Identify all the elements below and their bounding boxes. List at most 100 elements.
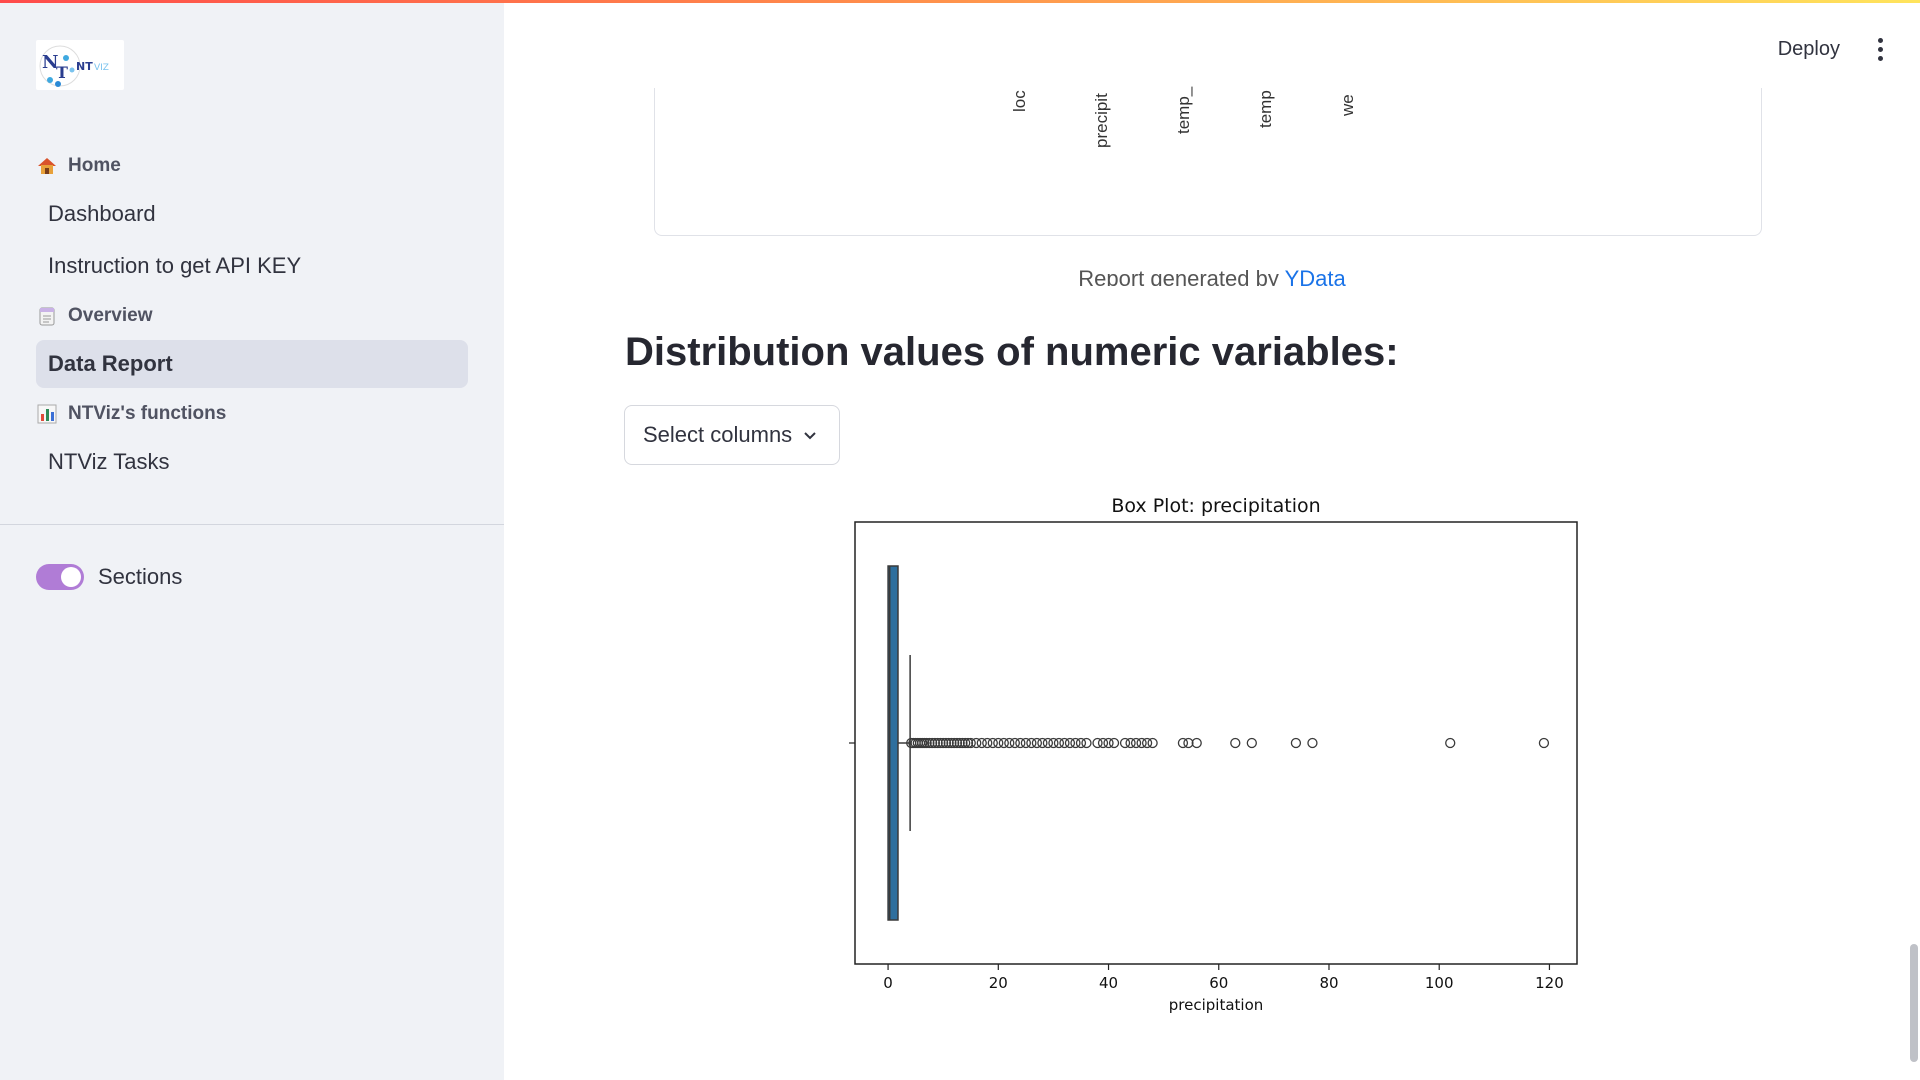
outlier-point [1183, 737, 1194, 749]
select-columns-dropdown[interactable]: Select columns [624, 405, 840, 465]
outlier-point [1048, 737, 1059, 749]
sections-toggle-label: Sections [98, 564, 183, 589]
deploy-button[interactable]: Deploy [1777, 38, 1840, 60]
scrollbar-thumb[interactable] [1910, 944, 1918, 1062]
outlier-point [998, 737, 1009, 749]
outlier-point [1081, 737, 1092, 749]
sidebar-item-dashboard[interactable]: Dashboard [48, 201, 156, 226]
outlier-point [965, 737, 976, 749]
select-columns-placeholder: Select columns [643, 422, 793, 447]
outlier-point [924, 737, 935, 749]
more-options-icon[interactable] [1876, 38, 1884, 61]
section-title: Distribution values of numeric variables… [625, 330, 1399, 374]
sidebar: N T NT VIZ Home Dashboard Instruction to… [0, 0, 504, 1080]
outlier-point [1108, 737, 1120, 749]
x-tick-label: 120 [1535, 974, 1564, 992]
outlier-point [971, 737, 982, 749]
x-axis-label: precipitation [1169, 996, 1264, 1014]
sections-toggle[interactable] [36, 564, 84, 590]
outlier-point [1141, 737, 1153, 749]
outlier-point [982, 737, 993, 749]
outlier-point [1230, 737, 1241, 749]
sidebar-item-api-key-instruction[interactable]: Instruction to get API KEY [48, 253, 302, 278]
chart-title: Box Plot: precipitation [1111, 495, 1320, 517]
x-tick-label: 0 [883, 974, 893, 992]
house-icon [36, 155, 58, 177]
chevron-down-icon [804, 432, 816, 440]
outlier-point [1103, 737, 1114, 749]
outlier-point [957, 737, 968, 749]
report-column-label: precipit [1092, 93, 1111, 148]
x-tick-label: 60 [1209, 974, 1228, 992]
outlier-point [1015, 737, 1026, 749]
outlier-point [949, 737, 960, 749]
outlier-point [976, 737, 987, 749]
report-iframe: loc precipit temp_ temp we [654, 86, 1762, 236]
sections-toggle-row: Sections [36, 564, 182, 590]
outlier-point [1191, 737, 1202, 749]
outlier-point [1136, 737, 1147, 749]
outlier-point [960, 737, 971, 749]
outlier-point [1042, 737, 1054, 749]
sidebar-divider [0, 524, 504, 525]
outlier-point [1059, 737, 1070, 749]
outlier-point [951, 737, 963, 749]
outlier-point [946, 737, 957, 749]
outlier-point [987, 737, 998, 749]
outlier-point [1064, 737, 1076, 749]
outlier-point [1246, 737, 1257, 749]
outlier-point [927, 737, 938, 749]
sidebar-nav: Home Dashboard Instruction to get API KE… [36, 140, 468, 486]
bar-chart-icon [36, 403, 58, 425]
svg-text:N: N [42, 52, 58, 73]
outlier-point [1290, 737, 1302, 749]
outlier-point [954, 737, 965, 749]
report-footer-text: Report generated by [1078, 266, 1285, 286]
outlier-point [1031, 737, 1043, 749]
outlier-point [1037, 737, 1048, 749]
report-column-label: temp_ [1174, 86, 1193, 134]
ydata-link[interactable]: YData [1284, 266, 1346, 286]
app-logo[interactable]: N T NT VIZ [36, 40, 124, 90]
outlier-point [1119, 737, 1131, 749]
outlier-point [1097, 737, 1109, 749]
x-tick-label: 20 [989, 974, 1008, 992]
outlier-point [943, 737, 954, 749]
outlier-point [940, 737, 952, 749]
outlier-point [1053, 737, 1065, 749]
sidebar-item-data-report[interactable]: Data Report [36, 340, 468, 388]
x-tick-label: 100 [1425, 974, 1454, 992]
outlier-point [935, 737, 946, 749]
svg-text:NT: NT [76, 60, 93, 73]
outlier-point [1070, 737, 1081, 749]
outlier-point [929, 737, 941, 749]
main-content: Deploy loc precipit temp_ temp we Report… [504, 0, 1920, 1080]
outlier-point [938, 737, 949, 749]
outlier-point [1020, 737, 1032, 749]
nav-section-overview: Overview [36, 296, 468, 336]
outlier-point [1092, 737, 1103, 749]
outlier-point [1004, 737, 1015, 749]
outlier-point [993, 737, 1004, 749]
box-plot-svg: Box Plot: precipitation 0 20 40 60 80 100 120 pr… [849, 495, 1578, 1014]
outlier-point [1307, 737, 1318, 749]
outlier-point [1177, 737, 1189, 749]
outlier-point [1538, 737, 1550, 749]
outlier-point [1075, 737, 1087, 749]
svg-text:VIZ: VIZ [94, 63, 109, 73]
outlier-point [1130, 737, 1142, 749]
box-plot-chart: Box Plot: precipitation 0 20 40 60 80 100 120 pr… [824, 488, 1624, 1016]
outlier-point [1026, 737, 1037, 749]
svg-text:T: T [56, 63, 68, 82]
report-column-label: loc [1010, 90, 1029, 112]
x-tick-label: 40 [1099, 974, 1118, 992]
top-decoration-bar [0, 0, 1920, 3]
report-column-label: temp [1256, 90, 1275, 128]
outlier-point [1445, 737, 1456, 749]
notepad-icon [36, 305, 58, 327]
x-tick-label: 80 [1319, 974, 1338, 992]
outlier-point [932, 737, 943, 749]
outlier-point [1147, 737, 1158, 749]
sidebar-item-ntviz-tasks[interactable]: NTViz Tasks [48, 449, 170, 474]
box-body [887, 565, 899, 921]
